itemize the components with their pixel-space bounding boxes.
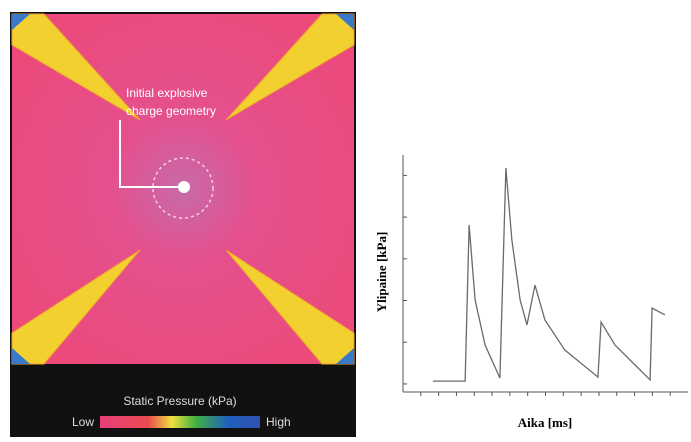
simulation-panel: Initial explosive charge geometry Static… — [10, 12, 356, 437]
figure: Initial explosive charge geometry Static… — [0, 0, 691, 437]
colorbar-low: Low — [72, 415, 94, 429]
annotation: charge geometry — [126, 104, 216, 118]
chart: Aika [ms] Ylipaine [kPa] — [374, 155, 688, 430]
colorbar-title: Static Pressure (kPa) — [123, 394, 236, 408]
y-axis-label: Ylipaine [kPa] — [374, 232, 389, 313]
annotation: Initial explosive — [126, 86, 208, 100]
line — [433, 168, 665, 381]
colorbar-high: High — [266, 415, 291, 429]
colorbar — [100, 416, 260, 428]
x-axis-label: Aika [ms] — [518, 415, 573, 430]
